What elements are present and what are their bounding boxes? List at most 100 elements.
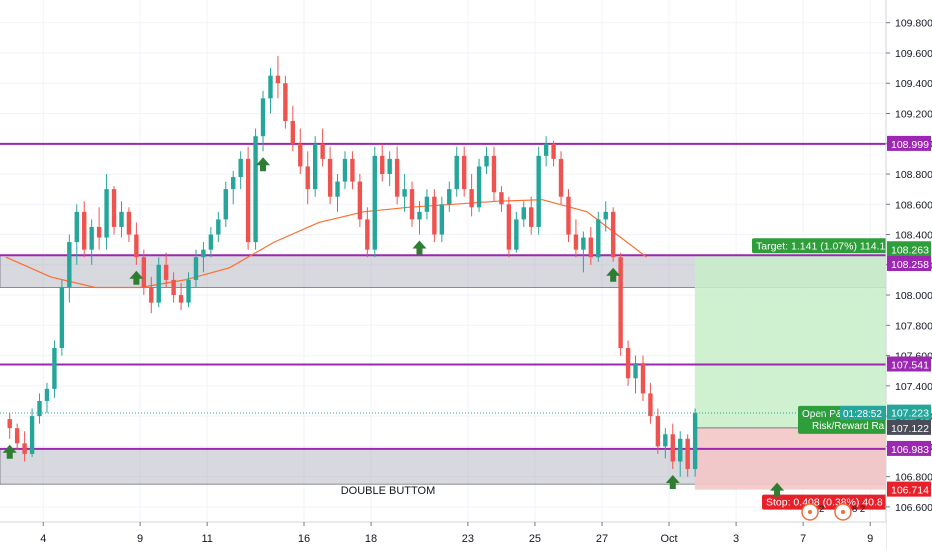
candle[interactable]: [283, 75, 288, 129]
candle[interactable]: [417, 201, 422, 235]
candle[interactable]: [402, 174, 407, 212]
candle[interactable]: [514, 211, 519, 253]
candle[interactable]: [551, 140, 556, 167]
price-axis[interactable]: 106.600106.800107.000107.200107.400107.6…: [885, 0, 932, 550]
candle[interactable]: [685, 434, 690, 477]
candle[interactable]: [163, 252, 169, 288]
candle[interactable]: [119, 201, 124, 238]
event-marker[interactable]: 8 2: [834, 503, 865, 521]
candle[interactable]: [268, 68, 273, 114]
candle[interactable]: [529, 196, 534, 235]
candle[interactable]: [193, 249, 199, 288]
candle[interactable]: [320, 128, 325, 167]
candle[interactable]: [253, 128, 258, 250]
candle[interactable]: [342, 151, 348, 190]
candle[interactable]: [573, 219, 579, 258]
candle[interactable]: [67, 234, 72, 303]
candle[interactable]: [335, 174, 340, 212]
candle[interactable]: [104, 174, 109, 250]
candle[interactable]: [491, 146, 497, 202]
candle[interactable]: [588, 226, 594, 265]
candle[interactable]: [59, 279, 65, 356]
candle[interactable]: [52, 340, 57, 398]
candle[interactable]: [566, 189, 571, 243]
candle[interactable]: [350, 151, 355, 190]
candle[interactable]: [633, 355, 638, 394]
candle[interactable]: [536, 146, 541, 235]
candle[interactable]: [178, 282, 184, 311]
candle[interactable]: [37, 393, 42, 424]
candle[interactable]: [327, 146, 333, 205]
candle[interactable]: [394, 146, 400, 205]
candle[interactable]: [476, 158, 482, 212]
candle[interactable]: [14, 423, 20, 450]
candle[interactable]: [387, 151, 392, 187]
candle[interactable]: [648, 382, 653, 424]
candle[interactable]: [603, 201, 608, 232]
candle[interactable]: [625, 340, 631, 386]
candle[interactable]: [141, 249, 147, 296]
candle[interactable]: [111, 186, 117, 235]
candle[interactable]: [134, 222, 139, 265]
candle[interactable]: [22, 431, 27, 462]
candle[interactable]: [596, 211, 601, 262]
candle[interactable]: [655, 408, 661, 454]
candle[interactable]: [186, 272, 191, 308]
candle[interactable]: [432, 189, 437, 243]
candle[interactable]: [357, 174, 363, 227]
candle[interactable]: [290, 105, 296, 152]
candle[interactable]: [96, 207, 102, 250]
candle[interactable]: [44, 382, 50, 414]
candle[interactable]: [149, 276, 154, 314]
candle[interactable]: [208, 226, 214, 258]
candle[interactable]: [439, 196, 445, 243]
candle[interactable]: [238, 151, 243, 190]
candle[interactable]: [7, 413, 12, 439]
candle[interactable]: [245, 146, 251, 250]
candle[interactable]: [82, 201, 87, 258]
candle[interactable]: [670, 423, 675, 470]
candle[interactable]: [610, 207, 616, 262]
candle[interactable]: [558, 151, 564, 205]
candle[interactable]: [454, 146, 459, 197]
candle[interactable]: [663, 428, 668, 459]
candle[interactable]: [380, 143, 385, 182]
long-position-tool[interactable]: Target: 1.141 (1.07%) 114.1 Stop: 0.408 (…: [694, 238, 888, 510]
candle[interactable]: [171, 272, 176, 303]
horizontal-levels[interactable]: [0, 142, 886, 450]
candle[interactable]: [126, 207, 132, 243]
event-markers[interactable]: 2 8 2: [801, 503, 865, 521]
candle[interactable]: [275, 55, 281, 99]
candle[interactable]: [640, 355, 646, 401]
candle[interactable]: [156, 257, 161, 308]
candle[interactable]: [499, 186, 504, 212]
candle[interactable]: [461, 146, 467, 197]
candle[interactable]: [365, 207, 370, 258]
candles[interactable]: [0, 55, 886, 477]
candle[interactable]: [692, 408, 698, 477]
candle[interactable]: [312, 136, 318, 197]
candle[interactable]: [201, 242, 206, 273]
candle[interactable]: [298, 128, 303, 174]
candle[interactable]: [223, 181, 228, 227]
candle[interactable]: [581, 231, 586, 273]
candle[interactable]: [89, 219, 94, 265]
candle[interactable]: [372, 146, 377, 258]
candle[interactable]: [543, 136, 549, 167]
event-marker[interactable]: 2: [801, 503, 824, 521]
candle[interactable]: [231, 170, 236, 205]
candle[interactable]: [506, 196, 512, 258]
candle[interactable]: [409, 181, 415, 227]
candle[interactable]: [216, 211, 221, 243]
candle[interactable]: [305, 151, 310, 205]
candle[interactable]: [469, 174, 474, 217]
time-axis[interactable]: 4 9 11 16 18 23 25 27 Oct 3 7 9: [0, 521, 886, 550]
candle[interactable]: [29, 408, 35, 457]
candle[interactable]: [447, 181, 452, 212]
candle[interactable]: [678, 431, 683, 477]
candle[interactable]: [260, 90, 266, 152]
candle[interactable]: [521, 201, 526, 227]
candle[interactable]: [484, 146, 489, 174]
